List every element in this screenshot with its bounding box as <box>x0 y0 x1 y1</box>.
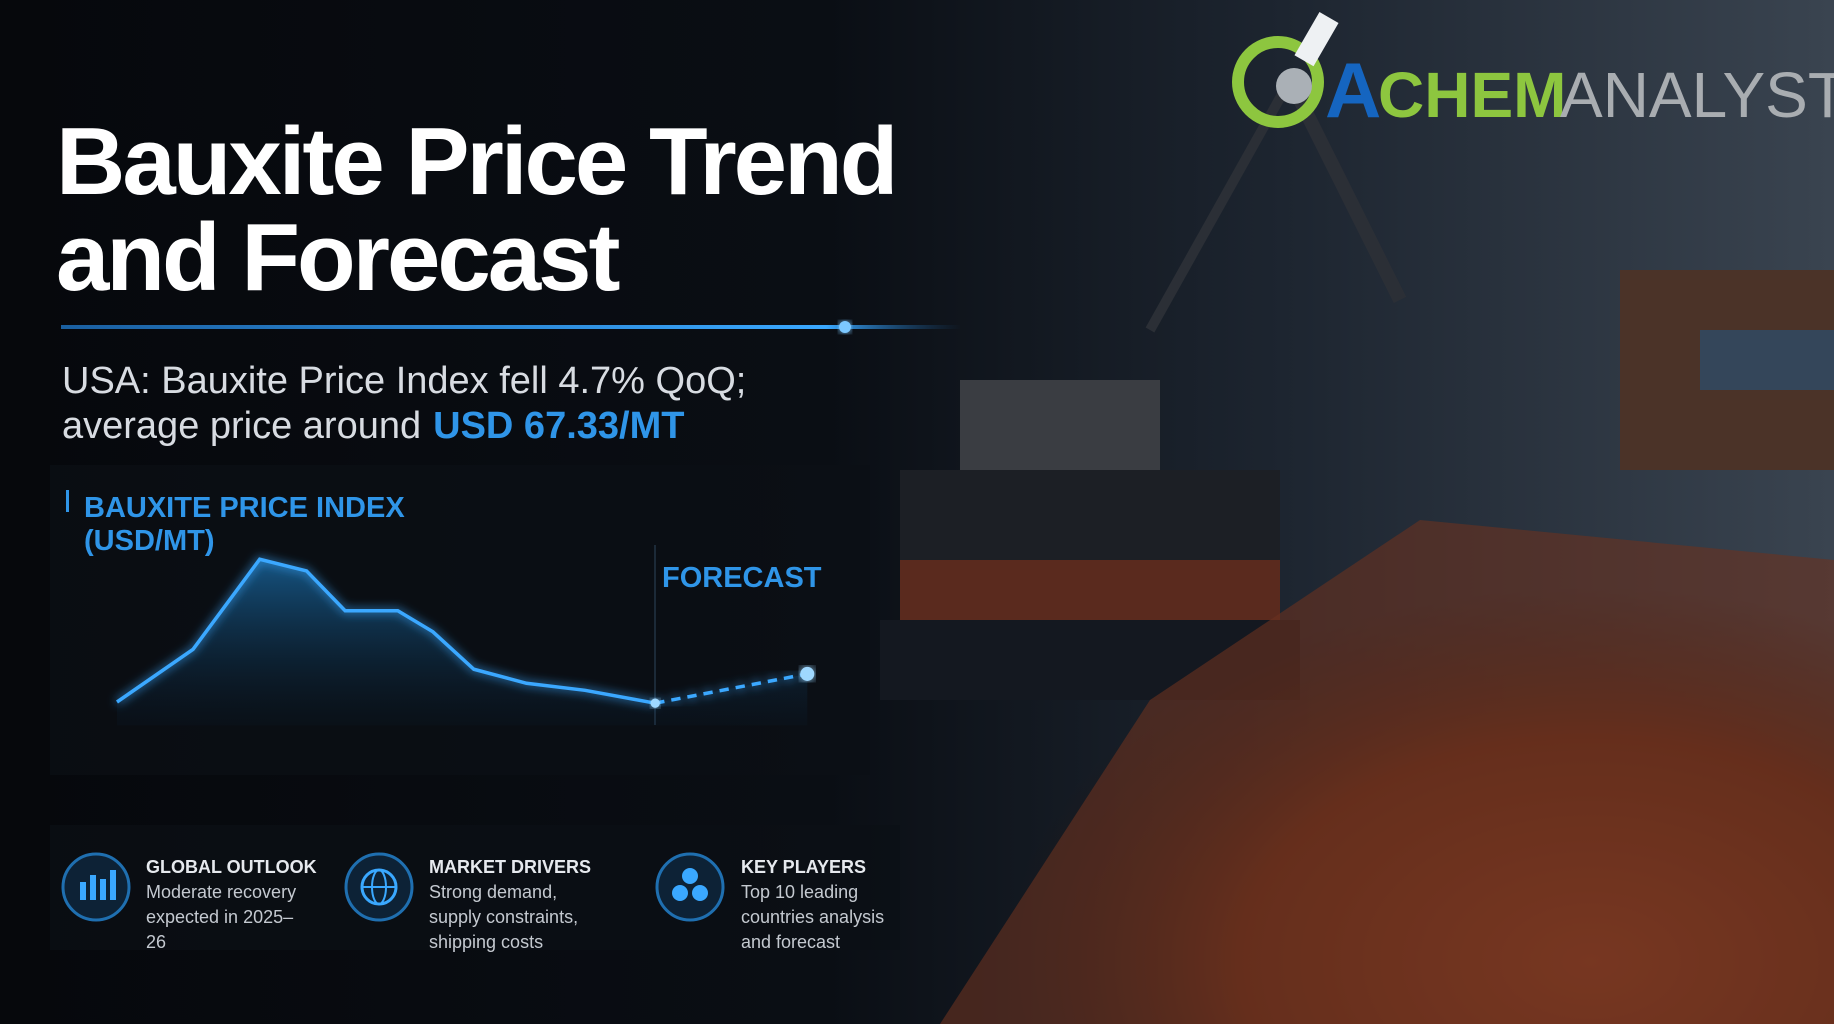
chart-label: (USD/MT) <box>84 525 214 557</box>
subtitle: USA: Bauxite Price Index fell 4.7% QoQ; <box>62 360 746 402</box>
divider-glow <box>839 321 851 333</box>
subtitle: average price around USD 67.33/MT <box>62 405 684 447</box>
logo-mark: A <box>1325 46 1381 134</box>
card-icons <box>61 852 725 922</box>
card-title: KEY PLAYERS <box>741 857 866 877</box>
chart-label: BAUXITE PRICE INDEX <box>84 492 405 524</box>
card-title: MARKET DRIVERS <box>429 857 591 877</box>
cards: GLOBAL OUTLOOK Moderate recovery expected … <box>146 857 884 952</box>
card-title: GLOBAL OUTLOOK <box>146 857 317 877</box>
card-text: and forecast <box>741 932 840 952</box>
divider <box>61 325 961 329</box>
card-text: Moderate recovery <box>146 882 296 902</box>
label-accent <box>66 490 69 512</box>
title-line: and Forecast <box>56 204 620 311</box>
logo-first: CHEM <box>1378 59 1566 131</box>
title-line: Bauxite Price Trend <box>56 108 895 215</box>
logo-second: ANALYST <box>1560 59 1834 131</box>
cards-panel <box>50 825 900 950</box>
card-text: Strong demand, <box>429 882 557 902</box>
trend-sketch <box>116 557 815 726</box>
bauxite-pile-front <box>940 520 1834 1024</box>
logo: A CHEM ANALYST <box>1232 11 1834 134</box>
card-text: shipping costs <box>429 932 543 952</box>
card-text: countries analysis <box>741 907 884 927</box>
card-text: expected in 2025– <box>146 907 293 927</box>
card-text: supply constraints, <box>429 907 578 927</box>
card-text: 26 <box>146 932 166 952</box>
forecast-label: FORECAST <box>662 562 822 594</box>
card-text: Top 10 leading <box>741 882 858 902</box>
subtitle-highlight: USD 67.33/MT <box>433 405 684 447</box>
subtitle-text: average price around <box>62 405 421 447</box>
